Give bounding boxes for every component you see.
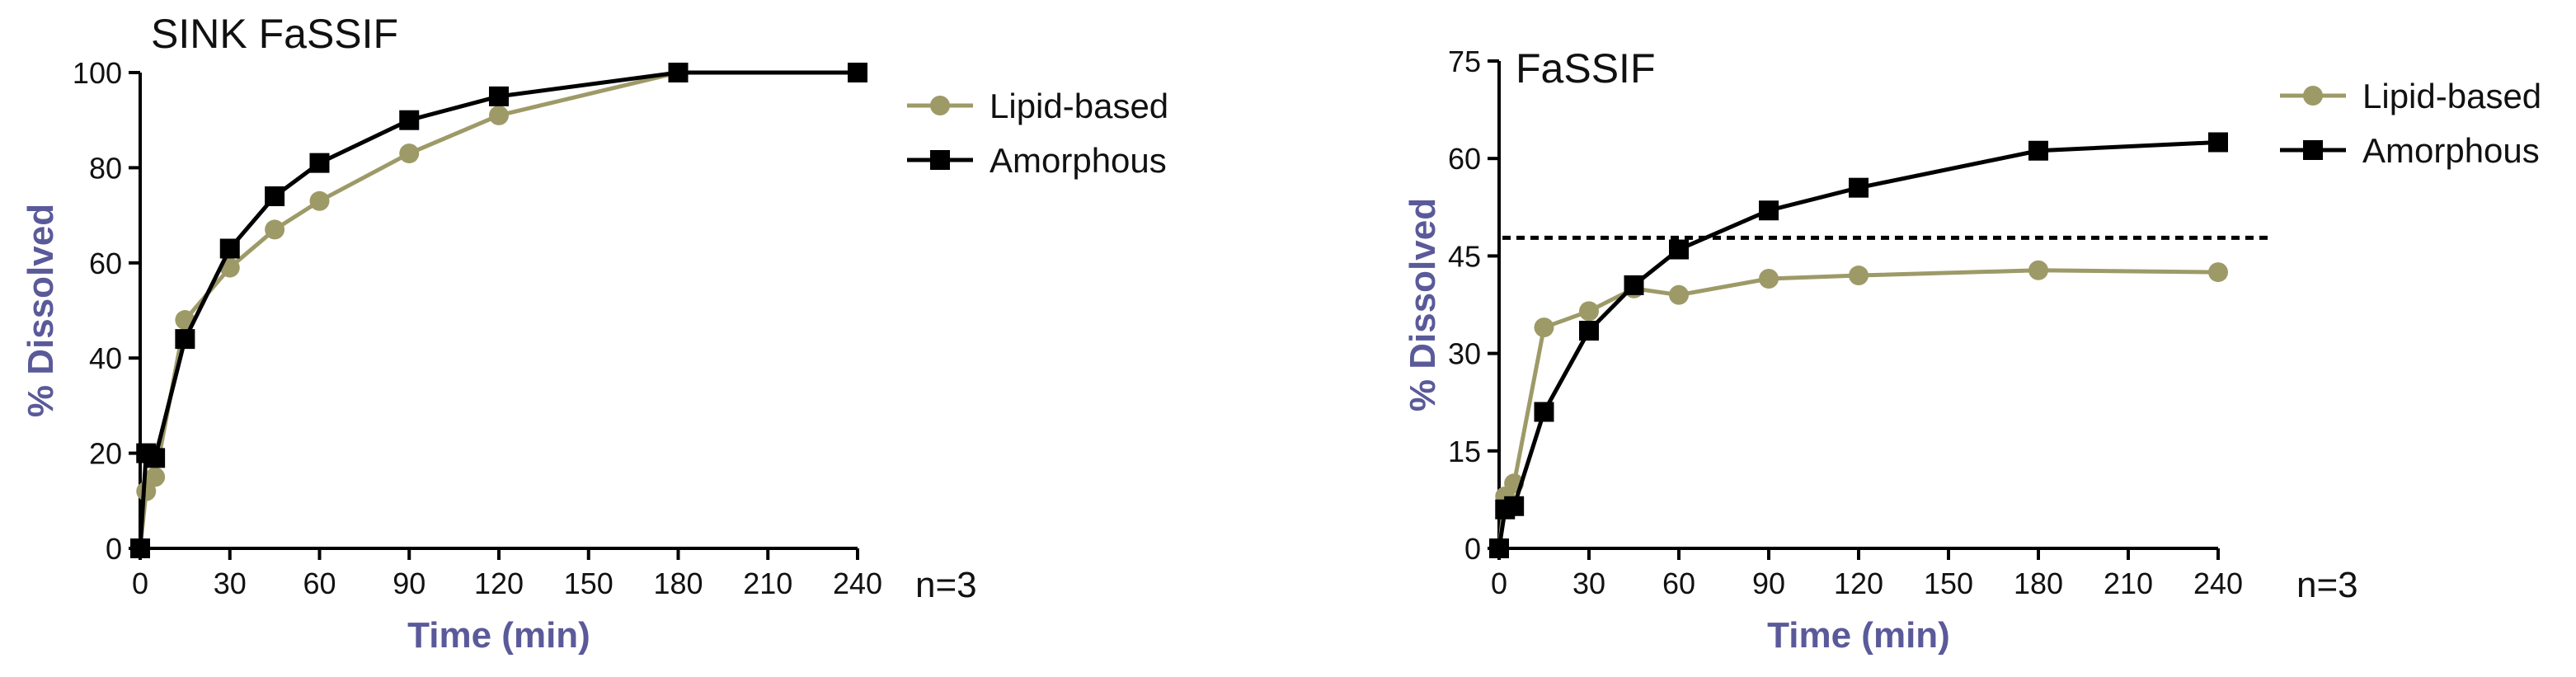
data-point xyxy=(2028,140,2048,161)
x-tick-label: 120 xyxy=(474,567,524,600)
chart-title: FaSSIF xyxy=(1516,45,1655,92)
data-point xyxy=(2208,132,2228,153)
data-point xyxy=(136,481,157,501)
y-axis-label: % Dissolved xyxy=(21,204,61,417)
x-tick-label: 180 xyxy=(653,567,703,600)
data-point xyxy=(1534,317,1554,338)
x-tick-label: 30 xyxy=(214,567,247,600)
data-point xyxy=(1849,266,1869,286)
data-point xyxy=(130,538,150,558)
x-tick-label: 180 xyxy=(2014,567,2063,600)
y-tick-label: 60 xyxy=(1448,142,1481,176)
data-point xyxy=(1579,301,1599,322)
data-point xyxy=(309,153,330,173)
legend-marker xyxy=(2303,140,2323,160)
y-tick-label: 75 xyxy=(1448,45,1481,78)
y-tick-label: 0 xyxy=(106,532,122,566)
data-point xyxy=(668,63,689,82)
x-tick-label: 120 xyxy=(1834,567,1883,600)
data-point xyxy=(2028,260,2048,280)
x-tick-label: 30 xyxy=(1572,567,1605,600)
x-tick-label: 60 xyxy=(1662,567,1695,600)
x-axis-label: Time (min) xyxy=(407,615,590,656)
x-tick-label: 240 xyxy=(833,567,882,600)
chart-title: SINK FaSSIF xyxy=(151,11,398,57)
data-point xyxy=(145,448,166,468)
y-tick-label: 100 xyxy=(73,56,122,90)
legend-marker xyxy=(2303,86,2323,106)
y-tick-label: 60 xyxy=(89,247,122,280)
x-tick-label: 90 xyxy=(1752,567,1785,600)
series-line xyxy=(1497,140,2219,549)
data-point xyxy=(1759,268,1779,289)
data-point xyxy=(1669,239,1689,260)
y-tick-label: 45 xyxy=(1448,239,1481,273)
y-tick-label: 0 xyxy=(1464,532,1481,566)
data-point xyxy=(1624,275,1644,295)
legend-label: Lipid-based xyxy=(2362,77,2541,115)
data-point xyxy=(145,467,166,487)
data-point xyxy=(1759,200,1779,221)
sample-size-note: n=3 xyxy=(2296,565,2358,605)
legend-label: Amorphous xyxy=(990,141,1167,180)
y-tick-label: 15 xyxy=(1448,435,1481,468)
x-tick-label: 0 xyxy=(132,567,148,600)
data-point xyxy=(399,110,420,130)
y-axis-label: % Dissolved xyxy=(1403,198,1443,411)
data-point xyxy=(1849,177,1869,198)
data-point xyxy=(1504,496,1525,516)
x-tick-label: 60 xyxy=(303,567,336,600)
x-tick-label: 150 xyxy=(564,567,613,600)
legend-label: Lipid-based xyxy=(990,87,1168,125)
legend-marker xyxy=(930,96,950,115)
legend-item: Amorphous xyxy=(2280,131,2540,170)
data-point xyxy=(265,219,285,240)
data-point xyxy=(1669,284,1689,305)
chart-panel-fassif: FaSSIF 0 15 30 45 60 75 0 30 60 90 120 150 180 210 240 T… xyxy=(1403,45,2541,656)
series-line xyxy=(138,70,858,549)
legend-marker xyxy=(930,150,950,170)
data-point xyxy=(489,105,509,125)
legend-item: Amorphous xyxy=(907,141,1167,180)
x-tick-label: 150 xyxy=(1924,567,1973,600)
y-tick-label: 20 xyxy=(89,437,122,471)
series-amorphous xyxy=(1489,132,2228,558)
legend-item: Lipid-based xyxy=(2280,77,2541,115)
y-tick-label: 30 xyxy=(1448,337,1481,371)
data-point xyxy=(1489,538,1509,558)
x-tick-label: 90 xyxy=(393,567,425,600)
data-point xyxy=(848,63,867,82)
sample-size-note: n=3 xyxy=(915,565,977,605)
chart-panel-sink-fassif: SINK FaSSIF 0 20 40 60 80 100 0 30 60 90 120 150 180 2… xyxy=(21,11,1168,656)
data-point xyxy=(175,329,195,350)
y-tick-label: 80 xyxy=(89,151,122,185)
data-point xyxy=(399,143,420,164)
series-amorphous xyxy=(130,63,867,558)
data-point xyxy=(489,86,509,106)
x-tick-label: 210 xyxy=(743,567,792,600)
data-point xyxy=(2208,262,2228,283)
data-point xyxy=(265,186,285,207)
y-tick-label: 40 xyxy=(89,341,122,375)
series-lipid-based xyxy=(1489,260,2228,558)
series-lipid-based xyxy=(130,63,689,558)
data-point xyxy=(219,238,240,259)
x-tick-label: 210 xyxy=(2104,567,2153,600)
data-point xyxy=(1579,321,1599,341)
x-tick-label: 0 xyxy=(1491,567,1507,600)
data-point xyxy=(309,190,330,211)
legend-item: Lipid-based xyxy=(907,87,1168,125)
x-tick-label: 240 xyxy=(2193,567,2243,600)
x-axis-label: Time (min) xyxy=(1767,615,1950,656)
data-point xyxy=(1534,402,1554,422)
legend-label: Amorphous xyxy=(2362,131,2540,170)
